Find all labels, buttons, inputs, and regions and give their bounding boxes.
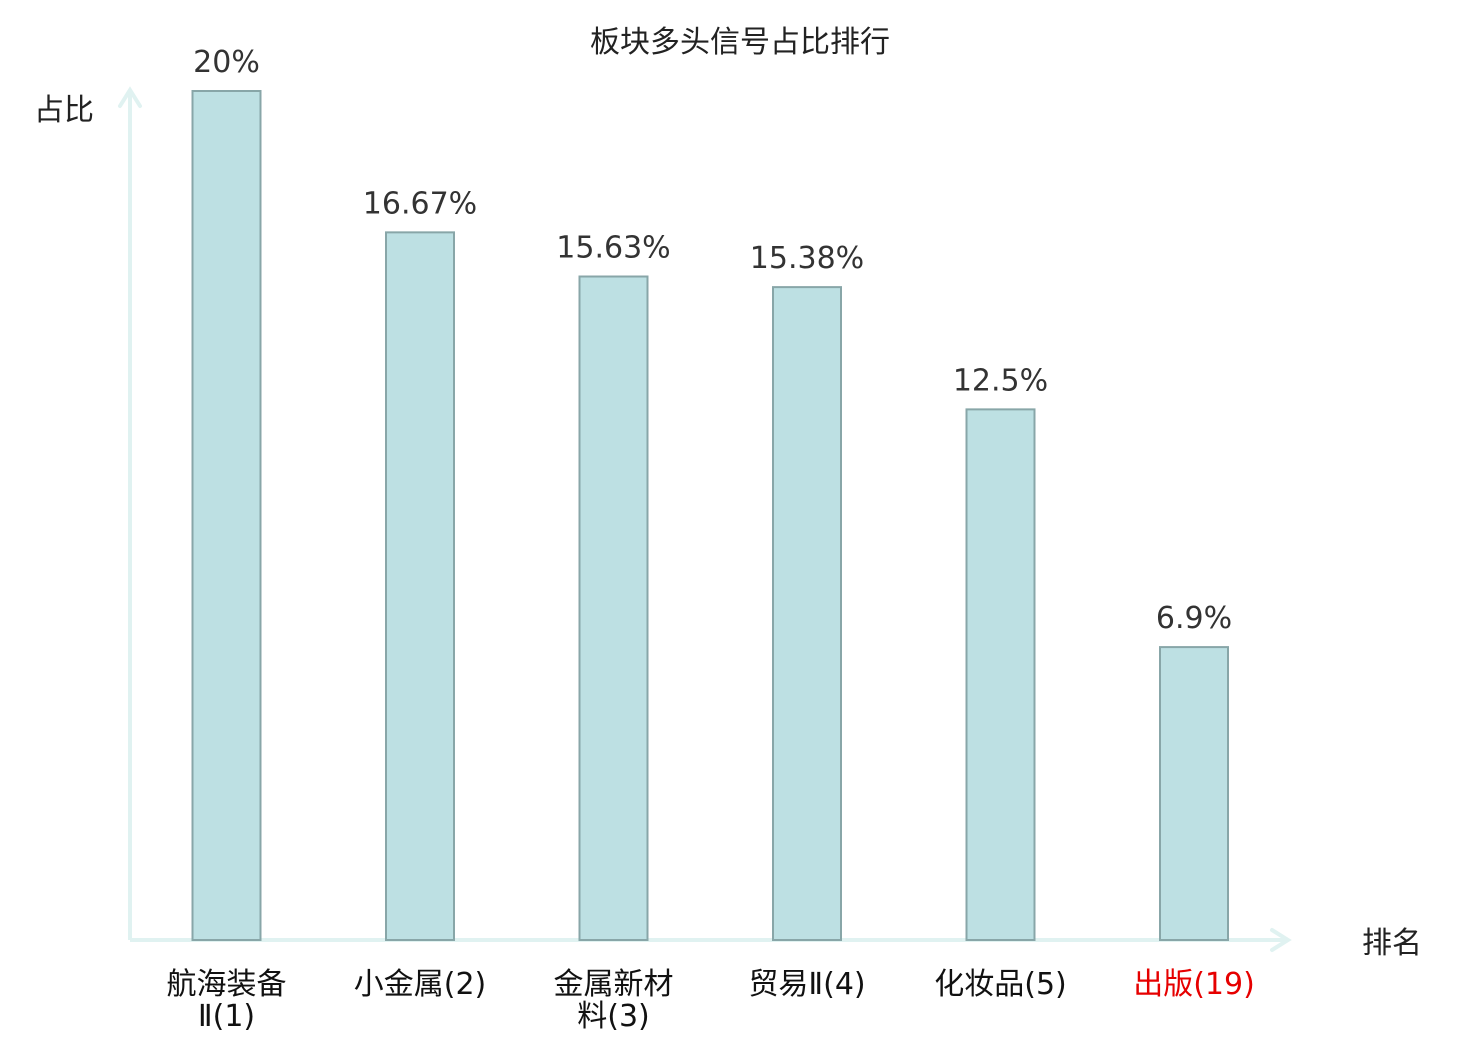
- data-label: 15.63%: [556, 231, 670, 266]
- category-tick-label: 化妆品(5): [934, 967, 1067, 1002]
- data-label: 12.5%: [953, 363, 1048, 398]
- data-label: 15.38%: [750, 241, 864, 276]
- category-tick-label: 料(3): [577, 999, 650, 1034]
- y-axis-label: 占比: [34, 93, 94, 128]
- chart-title: 板块多头信号占比排行: [590, 25, 890, 60]
- category-tick-label: 小金属(2): [354, 967, 487, 1002]
- data-label: 20%: [193, 45, 260, 80]
- category-tick-label: 贸易Ⅱ(4): [748, 967, 865, 1002]
- bar: [772, 286, 842, 941]
- category-tick-label: 航海装备: [167, 967, 287, 1002]
- y-axis-arrow: [118, 86, 142, 108]
- category-tick-label: 出版(19): [1133, 967, 1255, 1002]
- category-tick-label: 金属新材: [554, 967, 674, 1002]
- x-axis-arrow: [1270, 928, 1292, 952]
- bar: [191, 90, 262, 941]
- category-tick-label: Ⅱ(1): [198, 999, 255, 1034]
- data-label: 16.67%: [363, 186, 477, 221]
- axes: [118, 86, 1292, 952]
- bar: [965, 408, 1036, 941]
- x-axis-label: 排名: [1362, 926, 1422, 961]
- bar: [385, 231, 455, 941]
- bar: [578, 275, 649, 942]
- bar: [1159, 646, 1229, 941]
- data-label: 6.9%: [1156, 601, 1232, 636]
